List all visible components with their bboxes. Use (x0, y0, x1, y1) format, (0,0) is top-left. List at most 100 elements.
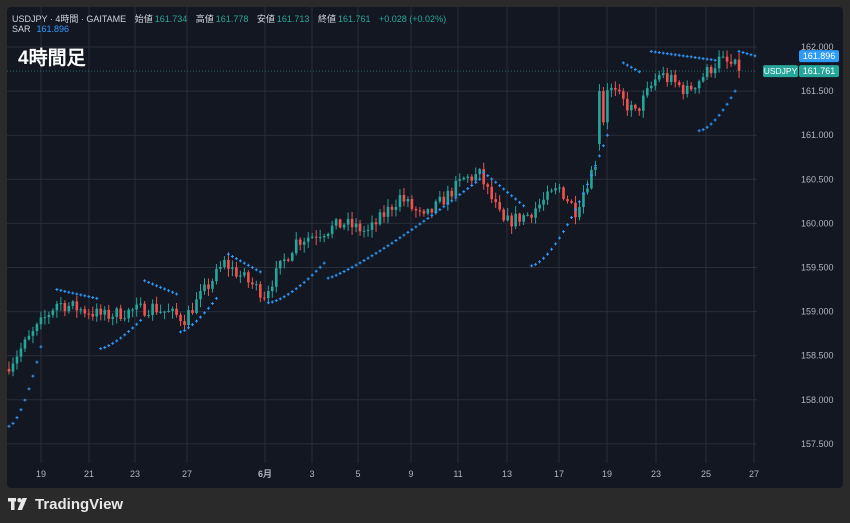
open-value: 161.734 (154, 14, 188, 24)
sar-dot (569, 215, 573, 219)
sar-dot (210, 301, 214, 305)
candle-body (638, 108, 641, 111)
candle-body (103, 309, 107, 315)
sar-dot (701, 128, 705, 132)
time-tick-label: 21 (84, 469, 94, 479)
candle-body (318, 237, 322, 239)
sar-dot (67, 290, 71, 294)
candle-body (342, 224, 346, 228)
sar-dot (701, 57, 705, 61)
candle-body (737, 59, 741, 71)
candle-body (438, 196, 442, 202)
sar-dot (709, 58, 713, 62)
candle-body (171, 308, 174, 311)
sar-dot (171, 290, 175, 294)
candle-body (87, 313, 91, 315)
candle-body (99, 308, 103, 315)
price-badges: 161.896 USDJPY 161.761 (7, 50, 839, 78)
sar-dot (266, 301, 270, 305)
sar-dot (111, 341, 115, 345)
candle-body (653, 79, 657, 86)
sar-dot (534, 262, 538, 266)
price-chart[interactable]: 162.000 161.500 161.000 160.500 160.000 159.5… (7, 7, 843, 488)
candle-body (243, 272, 246, 276)
sar-dot (661, 51, 665, 55)
candle-body (394, 206, 398, 210)
candle-body (458, 179, 462, 181)
candle-body (135, 304, 138, 310)
candle-body (111, 316, 115, 319)
candle-body (7, 368, 11, 372)
sar-dot (490, 177, 494, 181)
sar-dot (593, 164, 597, 168)
candle-body (386, 206, 390, 217)
sar-dot (194, 319, 198, 323)
sar-dot (601, 144, 605, 148)
sar-dot (542, 256, 546, 260)
candle-body (602, 91, 605, 123)
candle-body (526, 214, 529, 216)
candle-body (482, 169, 486, 185)
sar-price-badge-value: 161.896 (803, 51, 836, 61)
sar-dot (693, 55, 697, 59)
sar-dot (302, 280, 306, 284)
sar-dot (390, 241, 394, 245)
sar-legend[interactable]: SAR 161.896 (12, 24, 69, 34)
sar-dot (159, 285, 163, 289)
sar-dot (482, 170, 486, 174)
sar-dot (370, 254, 374, 258)
candle-body (709, 67, 713, 74)
candle-body (689, 85, 693, 90)
change-value: +0.028 (+0.02%) (379, 14, 447, 24)
candle-body (334, 219, 338, 226)
candle-body (522, 215, 525, 222)
price-axis: 162.000 161.500 161.000 160.500 160.000 159.5… (801, 42, 834, 449)
candle-body (322, 236, 326, 238)
price-tick-label: 162.000 (801, 42, 834, 52)
candle-body (370, 222, 374, 230)
candle-body (306, 237, 310, 242)
sar-dot (310, 273, 314, 277)
candle-body (39, 317, 43, 325)
candle-body (282, 259, 286, 262)
symbol-badge (763, 65, 798, 78)
sar-dot (107, 344, 111, 348)
sar-dot (566, 223, 570, 227)
sar-dot (685, 54, 689, 58)
candle-body (586, 188, 589, 193)
sar-dot (322, 261, 326, 265)
candle-body (398, 195, 402, 207)
sar-dot (123, 333, 127, 337)
sar-dot (214, 296, 218, 300)
candle-body (530, 214, 533, 218)
sar-dot (394, 238, 398, 242)
candle-body (681, 85, 685, 94)
sar-dot (470, 184, 474, 188)
sar-dot (298, 284, 302, 288)
candle-body (562, 187, 565, 199)
sar-dot (306, 277, 310, 281)
sar-dot (637, 70, 641, 74)
candle-body (418, 210, 422, 212)
tradingview-logo[interactable]: TradingView (8, 494, 123, 514)
sar-dot (538, 260, 542, 264)
sar-dot (649, 49, 653, 53)
sar-dot (366, 256, 370, 260)
candle-body (278, 261, 282, 269)
sar-dot (191, 323, 195, 327)
candle-body (570, 201, 573, 203)
candle-body (195, 299, 198, 314)
candle-body (729, 61, 733, 64)
sar-dot (175, 292, 179, 296)
candle-body (191, 310, 194, 314)
sar-dot (15, 416, 19, 420)
candle-body (143, 303, 146, 316)
candle-body (123, 318, 126, 320)
sar-dot (151, 282, 155, 286)
sar-dot (522, 204, 526, 208)
candle-body (622, 91, 625, 99)
candle-body (721, 56, 725, 58)
candle-body (263, 297, 266, 299)
candle-body (454, 180, 458, 197)
sar-dot (446, 202, 450, 206)
